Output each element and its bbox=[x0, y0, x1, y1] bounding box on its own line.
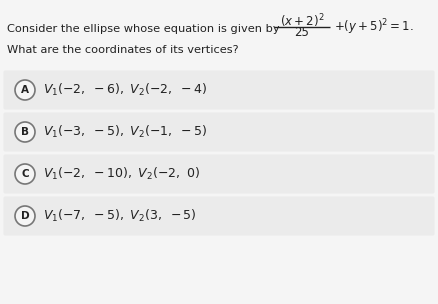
Text: 25: 25 bbox=[294, 26, 309, 40]
Text: $+ (y + 5)^2 = 1.$: $+ (y + 5)^2 = 1.$ bbox=[333, 17, 413, 37]
Text: $V_1(-2,\ -10),\ V_2(-2,\ 0)$: $V_1(-2,\ -10),\ V_2(-2,\ 0)$ bbox=[43, 166, 199, 182]
Text: $V_1(-3,\ -5),\ V_2(-1,\ -5)$: $V_1(-3,\ -5),\ V_2(-1,\ -5)$ bbox=[43, 124, 207, 140]
Text: D: D bbox=[21, 211, 29, 221]
FancyBboxPatch shape bbox=[4, 154, 434, 194]
Text: $V_1(-2,\ -6),\ V_2(-2,\ -4)$: $V_1(-2,\ -6),\ V_2(-2,\ -4)$ bbox=[43, 82, 207, 98]
Circle shape bbox=[15, 80, 35, 100]
FancyBboxPatch shape bbox=[4, 112, 434, 151]
Text: $V_1(-7,\ -5),\ V_2(3,\ -5)$: $V_1(-7,\ -5),\ V_2(3,\ -5)$ bbox=[43, 208, 196, 224]
Circle shape bbox=[15, 206, 35, 226]
Circle shape bbox=[15, 164, 35, 184]
Text: B: B bbox=[21, 127, 29, 137]
Text: C: C bbox=[21, 169, 29, 179]
Text: A: A bbox=[21, 85, 29, 95]
Circle shape bbox=[15, 122, 35, 142]
FancyBboxPatch shape bbox=[4, 196, 434, 236]
Text: Consider the ellipse whose equation is given by: Consider the ellipse whose equation is g… bbox=[7, 24, 279, 34]
Text: What are the coordinates of its vertices?: What are the coordinates of its vertices… bbox=[7, 45, 238, 55]
FancyBboxPatch shape bbox=[4, 71, 434, 109]
Text: $(x + 2)^2$: $(x + 2)^2$ bbox=[279, 12, 324, 30]
